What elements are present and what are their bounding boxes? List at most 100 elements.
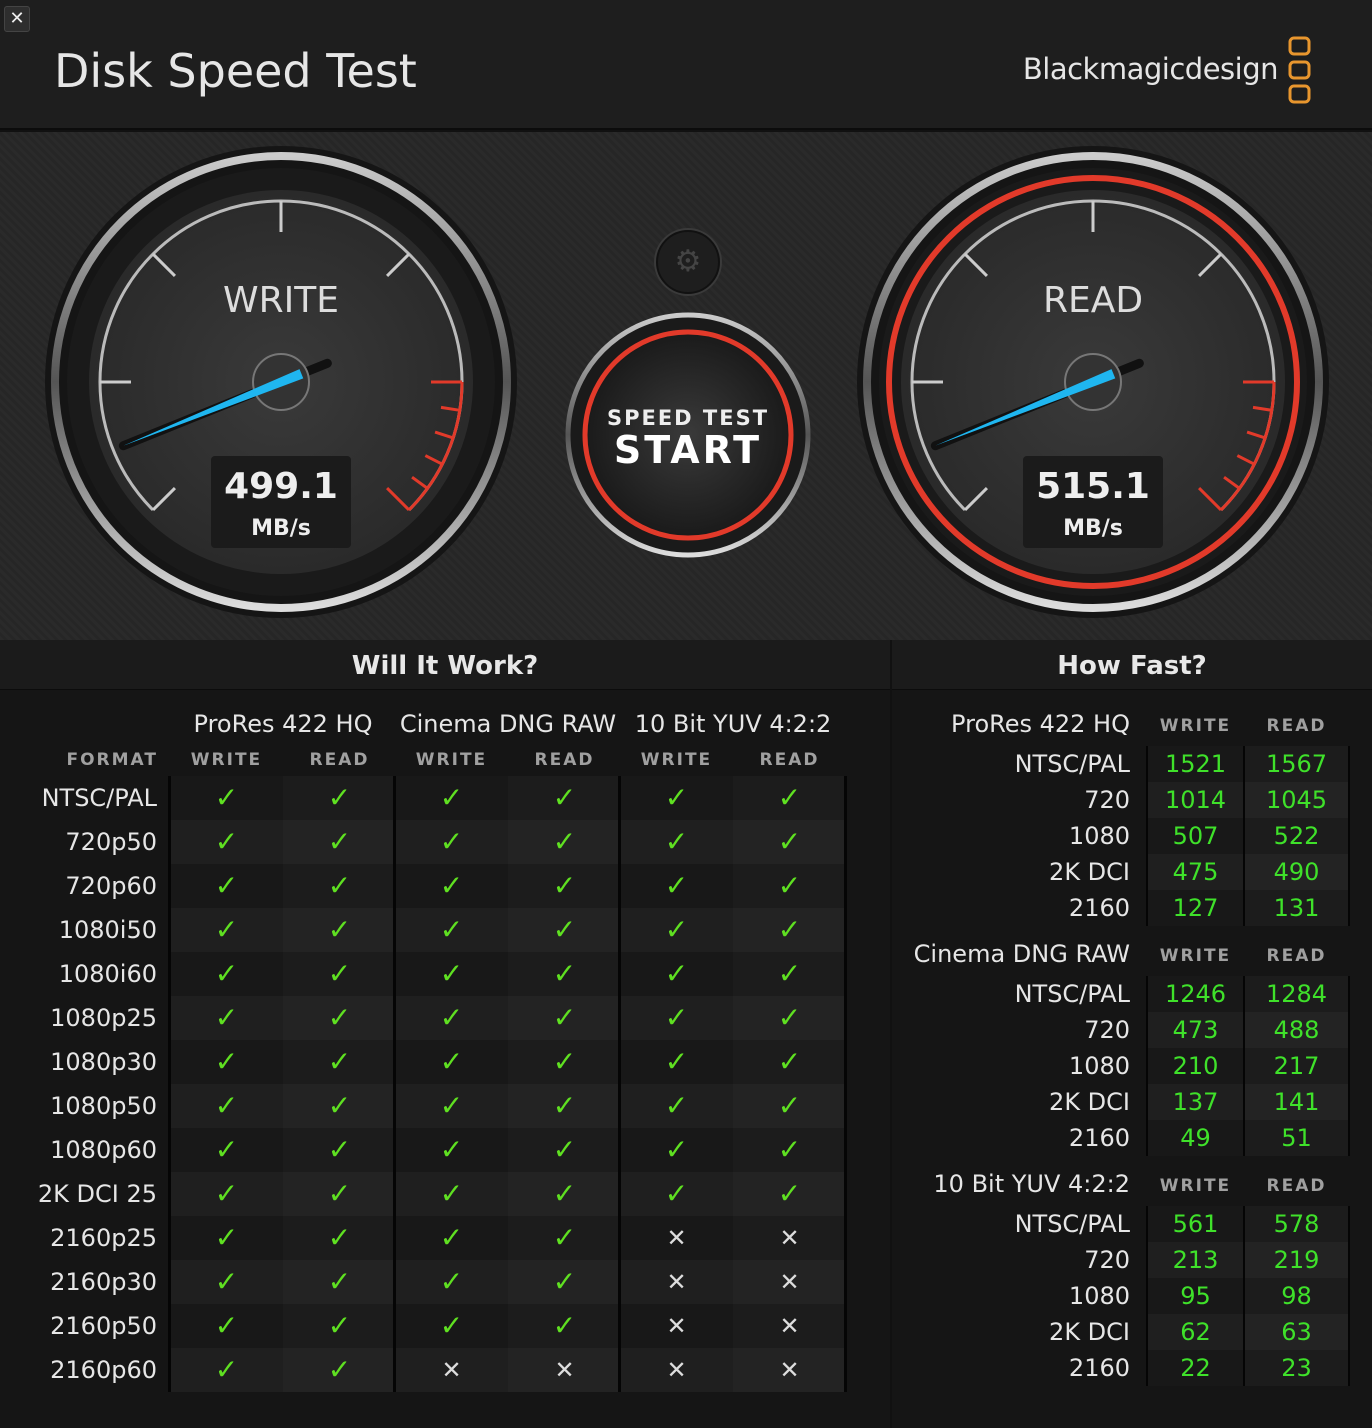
resolution-label: NTSC/PAL (1014, 1210, 1130, 1238)
check-icon: ✓ (620, 864, 733, 908)
check-icon: ✓ (733, 1084, 846, 1128)
resolution-label: 1080 (1068, 1282, 1130, 1310)
section-title: ProRes 422 HQ (951, 710, 1130, 738)
check-icon: ✓ (620, 1084, 733, 1128)
write-major-tick (151, 252, 176, 277)
app-title: Disk Speed Test (54, 44, 417, 98)
check-icon: ✓ (395, 908, 508, 952)
read-gauge-label: READ (1042, 280, 1144, 321)
check-icon: ✓ (733, 1172, 846, 1216)
write-speed: 127 (1148, 890, 1243, 926)
check-icon: ✓ (508, 908, 621, 952)
read-major-tick (963, 487, 988, 512)
format-label: NTSC/PAL (41, 784, 157, 812)
resolution-label: 2K DCI (1049, 1318, 1130, 1346)
check-icon: ✓ (170, 1260, 283, 1304)
cross-icon: ✕ (620, 1260, 733, 1304)
check-icon: ✓ (620, 996, 733, 1040)
format-label: 1080p60 (50, 1136, 157, 1164)
check-icon: ✓ (733, 1128, 846, 1172)
check-icon: ✓ (620, 1040, 733, 1084)
start-button[interactable]: SPEED TEST START (580, 328, 796, 544)
column-divider (168, 776, 171, 1392)
check-icon: ✓ (283, 1128, 396, 1172)
read-speed: 141 (1245, 1084, 1348, 1120)
start-line1: SPEED TEST (606, 406, 770, 430)
resolution-label: NTSC/PAL (1014, 750, 1130, 778)
write-header: WRITE (1159, 1176, 1232, 1196)
resolution-label: 720 (1084, 1246, 1130, 1274)
will-it-work-panel: Will It Work? ProRes 422 HQ Cinema DNG RA… (0, 640, 890, 1428)
title-bar: ✕ Disk Speed Test Blackmagicdesign (0, 0, 1372, 130)
check-icon: ✓ (170, 1216, 283, 1260)
cross-icon: ✕ (508, 1348, 621, 1392)
group-header: 10 Bit YUV 4:2:2 (634, 710, 832, 738)
write-red-tick (440, 405, 461, 412)
check-icon: ✓ (508, 1216, 621, 1260)
write-speed: 62 (1148, 1314, 1243, 1350)
check-icon: ✓ (395, 1040, 508, 1084)
check-icon: ✓ (283, 1348, 396, 1392)
gauges-svg (45, 146, 1329, 618)
blackmagic-logo-icon (1288, 36, 1311, 104)
check-icon: ✓ (395, 1172, 508, 1216)
format-label: 720p60 (65, 872, 157, 900)
check-icon: ✓ (508, 952, 621, 996)
check-icon: ✓ (170, 1128, 283, 1172)
check-icon: ✓ (283, 952, 396, 996)
check-icon: ✓ (170, 1084, 283, 1128)
format-label: 2K DCI 25 (37, 1180, 157, 1208)
settings-button[interactable]: ⚙ (656, 230, 720, 294)
write-unit: MB/s (251, 516, 311, 541)
column-divider (1348, 746, 1350, 926)
group-header: ProRes 422 HQ (193, 710, 373, 738)
write-header: WRITE (415, 750, 488, 770)
write-header: WRITE (190, 750, 263, 770)
check-icon: ✓ (395, 1128, 508, 1172)
check-icon: ✓ (170, 1172, 283, 1216)
format-label: 720p50 (65, 828, 157, 856)
write-speed: 95 (1148, 1278, 1243, 1314)
check-icon: ✓ (283, 1172, 396, 1216)
check-icon: ✓ (283, 776, 396, 820)
read-speed: 98 (1245, 1278, 1348, 1314)
check-icon: ✓ (733, 952, 846, 996)
close-icon[interactable]: ✕ (4, 6, 30, 32)
read-unit: MB/s (1063, 516, 1123, 541)
check-icon: ✓ (395, 776, 508, 820)
gauge-area: WRITE 499.1 MB/s READ 515.1 MB/s ⚙ SPEED… (0, 132, 1372, 640)
how-fast-panel: How Fast? ProRes 422 HQ WRITE READ NTSC/PAL… (892, 640, 1372, 1428)
how-fast-title: How Fast? (892, 640, 1372, 690)
cross-icon: ✕ (733, 1304, 846, 1348)
write-readout-box (211, 456, 351, 548)
read-readout-box (1023, 456, 1163, 548)
start-line2: START (613, 428, 763, 472)
resolution-label: 1080 (1068, 1052, 1130, 1080)
read-header: READ (534, 750, 595, 770)
check-icon: ✓ (620, 908, 733, 952)
resolution-label: 720 (1084, 1016, 1130, 1044)
read-red-tick (1223, 476, 1241, 490)
check-icon: ✓ (733, 776, 846, 820)
read-major-tick (963, 252, 988, 277)
write-major-tick (386, 252, 411, 277)
write-speed: 1014 (1148, 782, 1243, 818)
brand-name: Blackmagicdesign (1022, 52, 1279, 86)
write-red-tick (386, 487, 411, 512)
read-speed: 578 (1245, 1206, 1348, 1242)
check-icon: ✓ (620, 1128, 733, 1172)
check-icon: ✓ (283, 1084, 396, 1128)
check-icon: ✓ (620, 820, 733, 864)
read-red-arc (1219, 381, 1276, 512)
check-icon: ✓ (283, 1216, 396, 1260)
start-button-face (582, 329, 794, 541)
check-icon: ✓ (395, 996, 508, 1040)
will-it-work-title: Will It Work? (0, 640, 890, 690)
check-icon: ✓ (283, 820, 396, 864)
check-icon: ✓ (508, 996, 621, 1040)
format-label: 1080p25 (50, 1004, 157, 1032)
resolution-label: 2160 (1068, 1124, 1130, 1152)
read-header: READ (1266, 1176, 1327, 1196)
format-label: 1080p30 (50, 1048, 157, 1076)
check-icon: ✓ (395, 952, 508, 996)
